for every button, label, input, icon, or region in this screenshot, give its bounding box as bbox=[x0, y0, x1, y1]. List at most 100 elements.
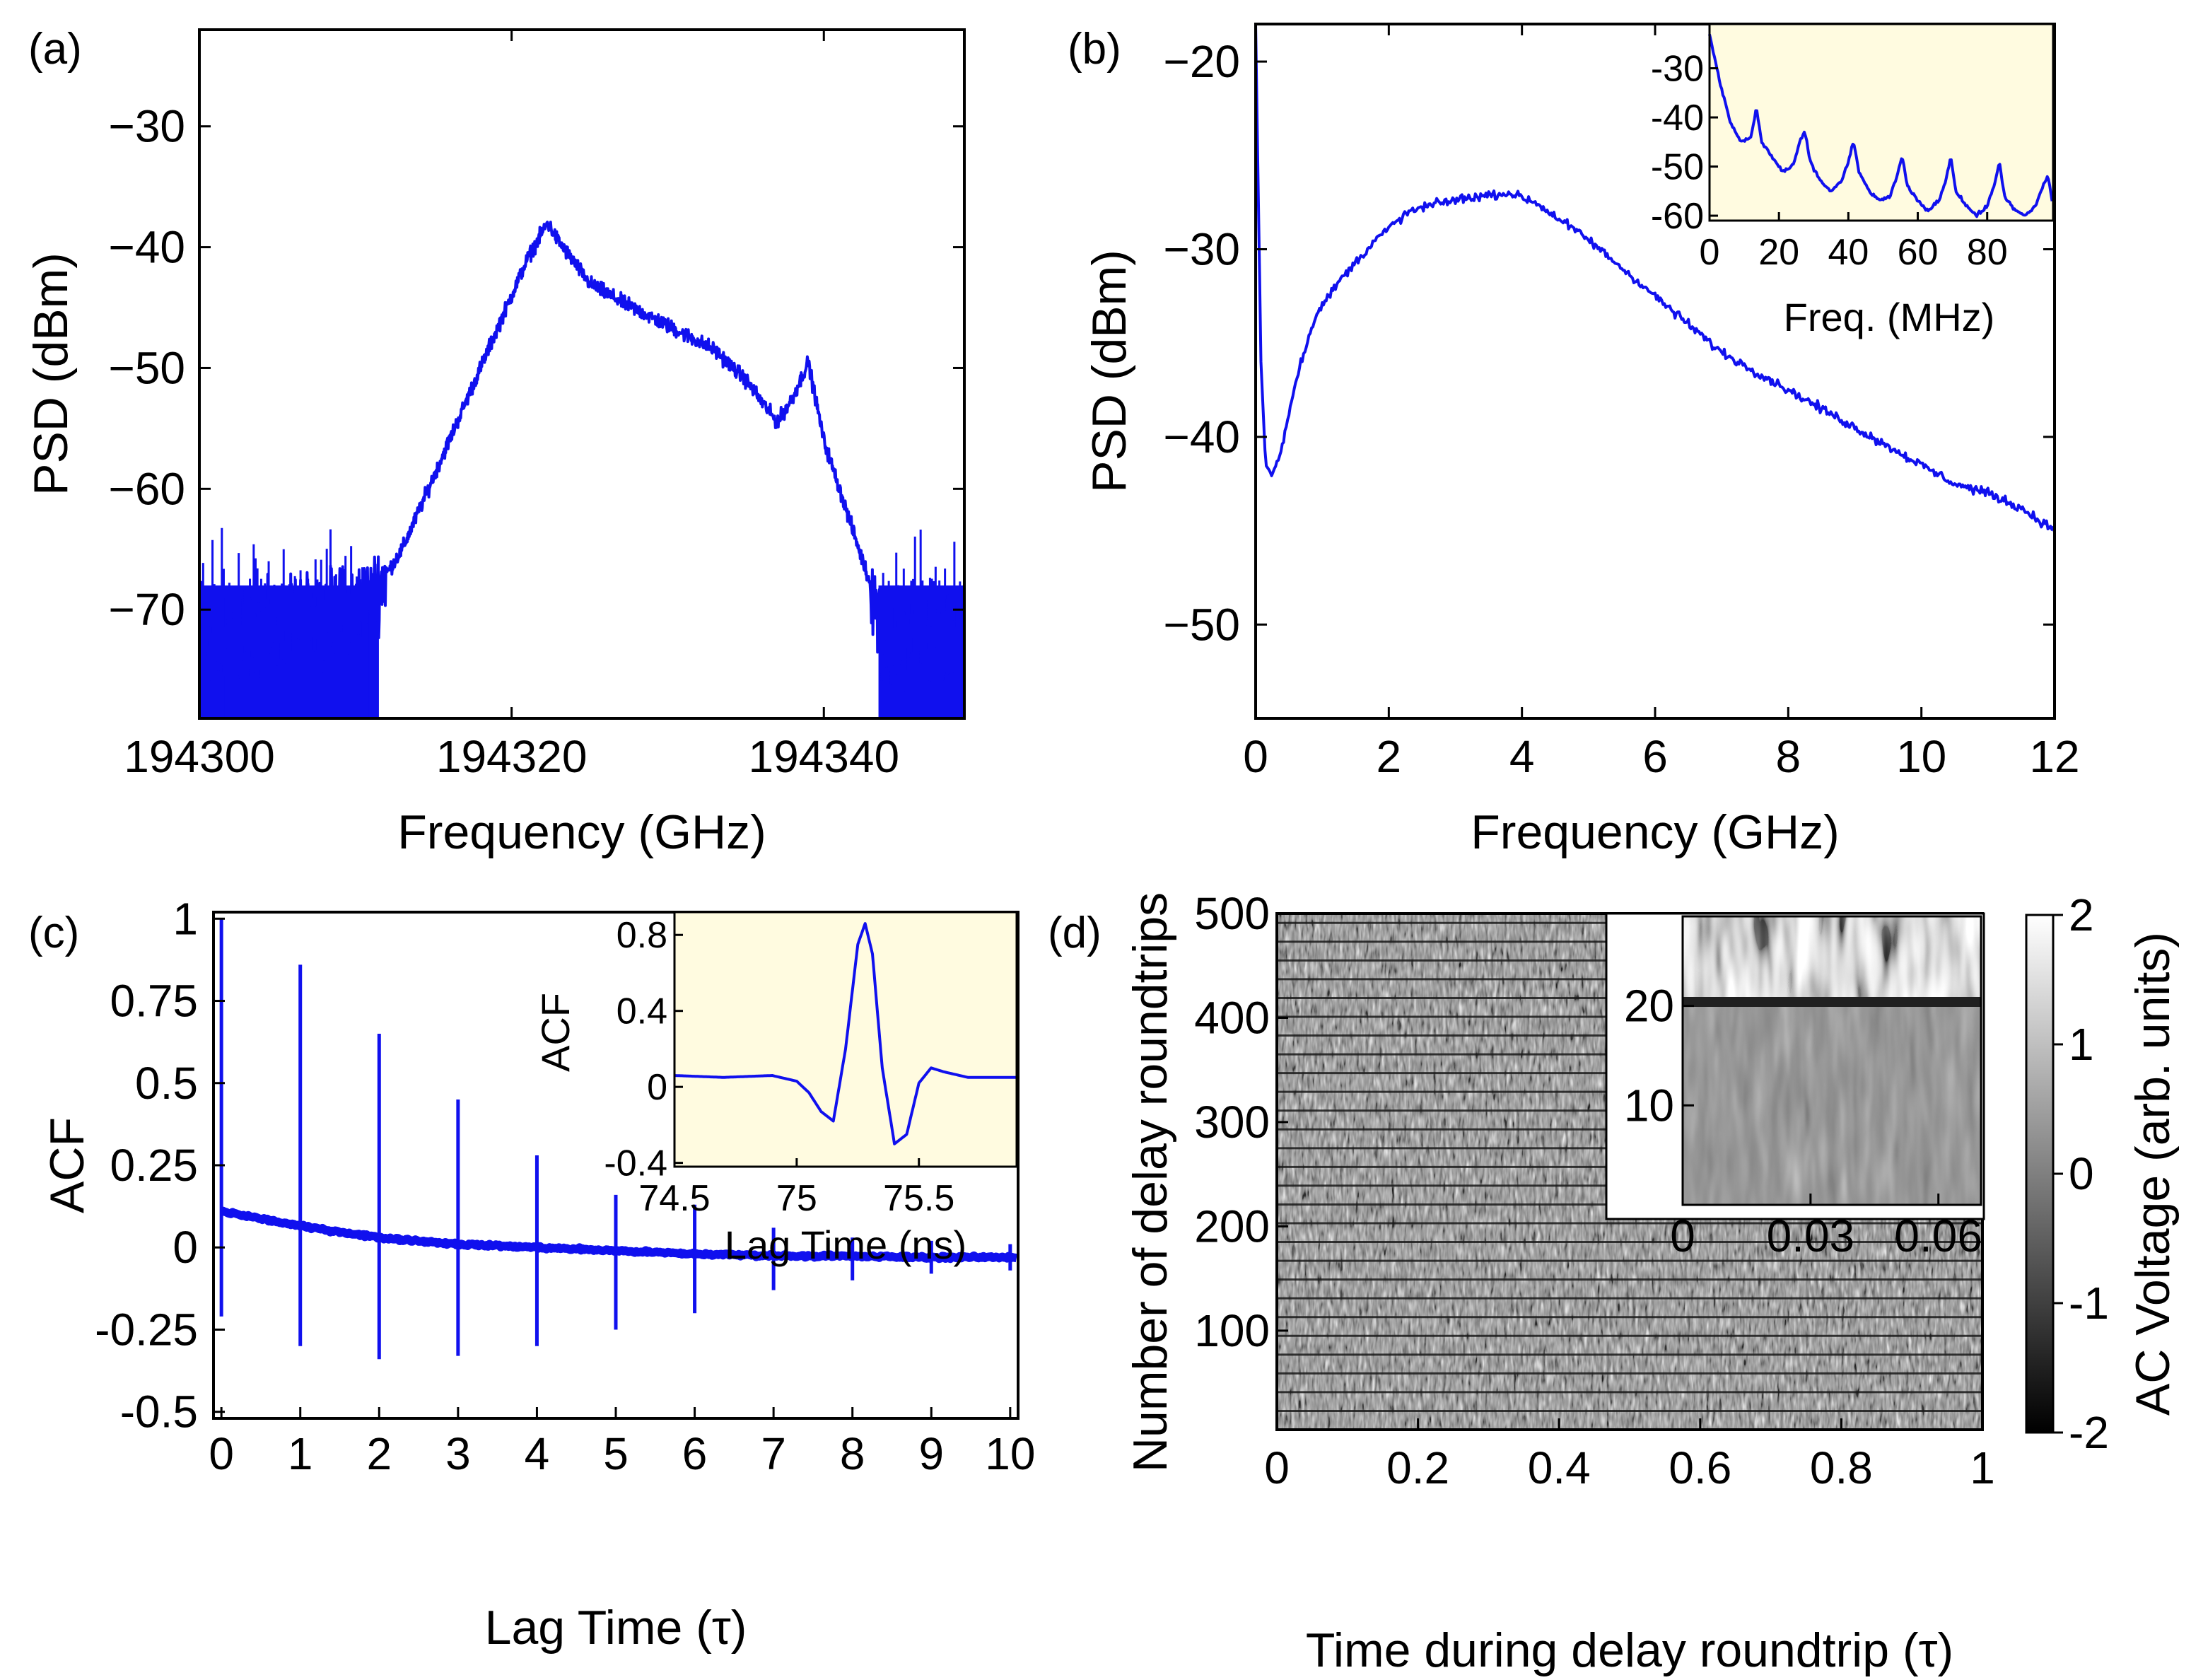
panel-b-x-tick-label: 10 bbox=[1896, 731, 1946, 782]
panel-d-colorbar: 2 1 0 -1 -2 AC Voltage (arb. units) bbox=[2025, 889, 2180, 1458]
panel-a-y-tick-label: −50 bbox=[108, 342, 185, 393]
panel-d-inset-border bbox=[1605, 912, 1985, 1220]
panel-d-inset-y-tick-label: 10 bbox=[1624, 1080, 1674, 1131]
panel-b-x-label: Frequency (GHz) bbox=[1471, 805, 1839, 859]
panel-b-y-tick-label: −40 bbox=[1163, 412, 1240, 462]
panel-a-x-ticks: 194300 194320 194340 bbox=[124, 30, 899, 782]
panel-c-x-tick-label: 5 bbox=[603, 1428, 629, 1479]
panel-c-x-tick-label: 4 bbox=[525, 1428, 550, 1479]
panel-c-inset-y-tick-label: 0.4 bbox=[617, 991, 667, 1032]
panel-b-inset-y-tick-label: -60 bbox=[1651, 196, 1704, 237]
panel-c-inset-y-tick-label: 0.8 bbox=[617, 915, 667, 956]
panel-c-x-tick-label: 9 bbox=[918, 1428, 944, 1479]
panel-a-x-tick-label: 194320 bbox=[436, 731, 588, 782]
colorbar-tick-label: 1 bbox=[2069, 1019, 2094, 1070]
panel-d-x-ticks: 0 0.2 0.4 0.6 0.8 1 bbox=[1264, 1418, 1995, 1493]
panel-a-y-ticks: −30 −40 −50 −60 −70 bbox=[108, 101, 964, 635]
panel-c-inset-y-tick-label: -0.4 bbox=[604, 1143, 667, 1184]
panel-b-inset-x-tick-label: 80 bbox=[1967, 232, 2008, 273]
panel-d-inset-bottom-map bbox=[1683, 1003, 1981, 1205]
panel-c-x-tick-label: 2 bbox=[366, 1428, 392, 1479]
panel-b-inset-background bbox=[1710, 24, 2053, 221]
colorbar-gradient bbox=[2025, 914, 2055, 1434]
panel-b-x-tick-label: 12 bbox=[2029, 731, 2079, 782]
panel-b-y-tick-label: −30 bbox=[1163, 223, 1240, 274]
panel-c-x-ticks: 0 1 2 3 4 5 6 7 8 9 10 bbox=[209, 1407, 1035, 1479]
panel-c-inset-x-tick-label: 75 bbox=[776, 1178, 817, 1219]
panel-b-y-tick-label: −20 bbox=[1163, 36, 1240, 87]
panel-c-y-tick-label: 0 bbox=[173, 1222, 198, 1273]
panel-b-label: (b) bbox=[1068, 25, 1121, 74]
panel-b-x-tick-label: 2 bbox=[1377, 731, 1402, 782]
panel-d-y-tick-label: 200 bbox=[1194, 1201, 1270, 1252]
panel-b-x-tick-label: 8 bbox=[1776, 731, 1801, 782]
panel-d-y-tick-label: 100 bbox=[1194, 1305, 1270, 1356]
panel-b-inset-x-tick-label: 20 bbox=[1758, 232, 1799, 273]
panel-c-x-tick-label: 8 bbox=[840, 1428, 865, 1479]
panel-b-inset-frame bbox=[1708, 23, 2055, 222]
panel-c-y-tick-label: 1 bbox=[173, 893, 198, 944]
panel-a-x-label: Frequency (GHz) bbox=[397, 805, 766, 859]
panel-c-inset-frame bbox=[673, 911, 1018, 1168]
panel-a-y-tick-label: −70 bbox=[108, 584, 185, 635]
panel-b-inset-y-ticks: -30 -40 -50 -60 bbox=[1651, 49, 1718, 237]
panel-d-x-tick-label: 0.6 bbox=[1669, 1442, 1731, 1493]
colorbar-tick-label: 2 bbox=[2069, 889, 2094, 940]
panel-b-x-tick-label: 0 bbox=[1243, 731, 1268, 782]
panel-c: (c) 0 1 2 3 4 5 6 7 8 9 10 10.750.50.250-0.25-0.5 … bbox=[28, 893, 1035, 1655]
panel-d-x-tick-label: 0 bbox=[1264, 1442, 1290, 1493]
panel-d-y-ticks: 500 400 300 200 100 bbox=[1194, 888, 1288, 1356]
colorbar-tick-label: -2 bbox=[2069, 1407, 2109, 1458]
panel-b-inset-line bbox=[1708, 34, 2054, 218]
panel-a-plot-frame bbox=[198, 28, 966, 720]
panel-c-inset-x-label: Lag Time (ns) bbox=[725, 1223, 966, 1267]
panel-d-y-label: Number of delay roundtrips bbox=[1123, 892, 1177, 1472]
panel-d-inset-y-tick-label: 20 bbox=[1624, 981, 1674, 1032]
panel-c-y-ticks: 1 0.75 0.5 0.25 0 -0.25 -0.5 bbox=[95, 893, 225, 1437]
panel-b-x-ticks: 0 2 4 6 8 10 12 bbox=[1243, 24, 2080, 782]
panel-a-y-label: PSD (dBm) bbox=[24, 252, 78, 496]
panel-c-inset-x-tick-label: 75.5 bbox=[883, 1178, 954, 1219]
panel-b-x-tick-label: 6 bbox=[1642, 731, 1668, 782]
panel-a-spectrum-line bbox=[198, 221, 966, 692]
panel-d-inset-frame bbox=[1681, 915, 1982, 1206]
panel-c-inset-y-label: ACF bbox=[533, 993, 578, 1072]
panel-d-y-tick-label: 400 bbox=[1194, 992, 1270, 1043]
panel-d-x-tick-label: 0.2 bbox=[1386, 1442, 1449, 1493]
panel-d-x-tick-label: 0.4 bbox=[1528, 1442, 1591, 1493]
panel-d-inset-split-line bbox=[1683, 997, 1981, 1007]
panel-c-label: (c) bbox=[28, 909, 79, 957]
panel-c-inset-y-tick-label: 0 bbox=[647, 1067, 667, 1108]
panel-d-inset-x-tick-label: 0.06 bbox=[1894, 1211, 1982, 1261]
panel-c-x-tick-label: 3 bbox=[445, 1428, 471, 1479]
colorbar-tick-label: -1 bbox=[2069, 1278, 2109, 1329]
panel-c-y-tick-label: -0.5 bbox=[120, 1387, 198, 1437]
panel-a-y-tick-label: −60 bbox=[108, 463, 185, 514]
panel-c-y-label: ACF bbox=[40, 1117, 94, 1213]
panel-c-y-tick-label: 0.25 bbox=[110, 1140, 198, 1191]
panel-b-spectrum-line bbox=[1254, 23, 2056, 532]
panel-c-y-tick-label: 0.75 bbox=[110, 976, 198, 1027]
panel-b-inset: 0 20 40 60 80 -30 -40 -50 -60 Freq. (MHz) bbox=[1651, 23, 2055, 339]
panel-d-y-tick-label: 300 bbox=[1194, 1097, 1270, 1148]
panel-a: (a) 194300 194320 194340 −30 −40 −50 −60 −70 F… bbox=[24, 25, 966, 859]
panel-c-y-tick-label: 0.5 bbox=[135, 1058, 198, 1109]
panel-b-inset-x-label: Freq. (MHz) bbox=[1784, 295, 1995, 339]
panel-a-x-tick-label: 194300 bbox=[124, 731, 275, 782]
colorbar-label: AC Voltage (arb. units) bbox=[2126, 932, 2180, 1416]
panel-c-inset: 74.5 75 75.5 0.8 0.4 0 -0.4 Lag Time (ns) ACF bbox=[533, 911, 1018, 1267]
panel-d-x-label: Time during delay roundtrip (τ) bbox=[1306, 1623, 1953, 1677]
panel-d-x-tick-label: 0.8 bbox=[1810, 1442, 1873, 1493]
panel-b-y-label: PSD (dBm) bbox=[1082, 250, 1136, 493]
panel-c-inset-x-tick-label: 74.5 bbox=[638, 1178, 710, 1219]
panel-b-inset-y-tick-label: -30 bbox=[1651, 49, 1704, 90]
panel-a-x-tick-label: 194340 bbox=[748, 731, 899, 782]
panel-b-inset-x-tick-label: 60 bbox=[1898, 232, 1939, 273]
panel-c-x-tick-label: 1 bbox=[288, 1428, 313, 1479]
panel-b-inset-y-tick-label: -50 bbox=[1651, 147, 1704, 188]
panel-b-inset-x-tick-label: 40 bbox=[1828, 232, 1869, 273]
